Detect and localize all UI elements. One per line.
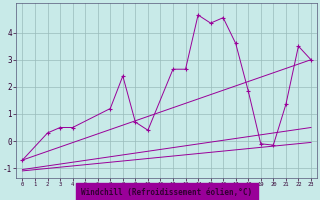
- X-axis label: Windchill (Refroidissement éolien,°C): Windchill (Refroidissement éolien,°C): [81, 188, 252, 197]
